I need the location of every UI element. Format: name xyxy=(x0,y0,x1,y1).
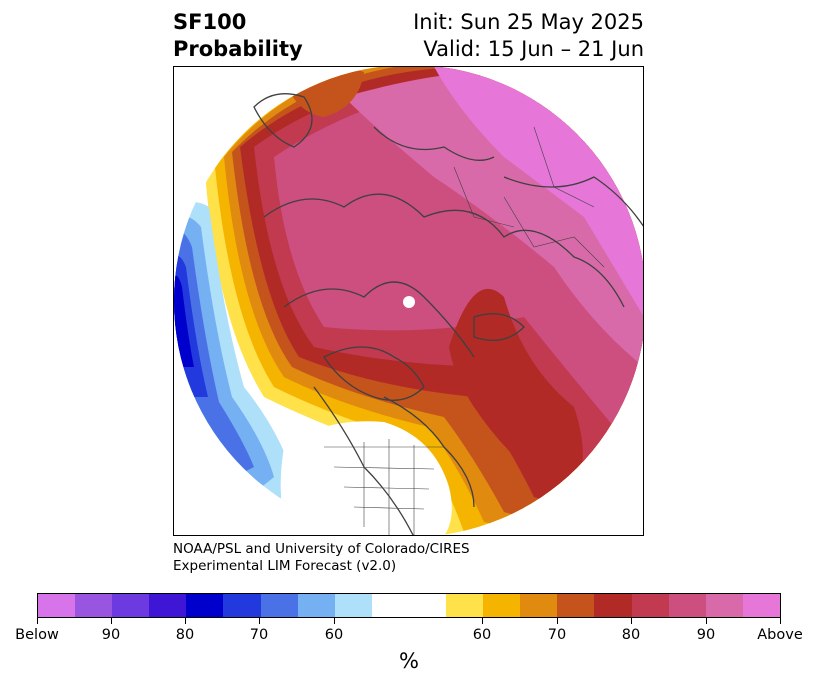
colorbar-tick xyxy=(706,618,707,624)
colorbar-segment xyxy=(668,594,706,617)
forecast-dates: Init: Sun 25 May 2025 Valid: 15 Jun – 21… xyxy=(413,9,644,63)
colorbar-segment xyxy=(260,594,298,617)
border-line xyxy=(453,166,515,228)
colorbar-segment xyxy=(520,594,558,617)
colorbar-segment xyxy=(223,594,261,617)
colorbar-tick-label: Above xyxy=(757,627,803,643)
credit-line-2: Experimental LIM Forecast (v2.0) xyxy=(173,558,397,574)
polar-map xyxy=(173,66,644,536)
colorbar-tick-label: 60 xyxy=(324,627,344,643)
border-line xyxy=(533,126,595,208)
colorbar-segment xyxy=(557,594,595,617)
colorbar-tick-label: 80 xyxy=(175,627,195,643)
colorbar-tick xyxy=(334,618,335,624)
colorbar-segment xyxy=(742,594,780,617)
colorbar-segment xyxy=(75,594,113,617)
colorbar-tick xyxy=(185,618,186,624)
title-line-2: Probability xyxy=(173,37,303,61)
coastline xyxy=(503,176,643,227)
colorbar-segment xyxy=(446,594,484,617)
border-line xyxy=(343,486,430,490)
colorbar-tick xyxy=(482,618,483,624)
colorbar-tick-label: 60 xyxy=(472,627,492,643)
colorbar-tick xyxy=(37,618,38,624)
coastline xyxy=(323,346,425,401)
colorbar-tick-label: Below xyxy=(15,627,59,643)
colorbar-segment xyxy=(38,594,76,617)
init-date: Init: Sun 25 May 2025 xyxy=(413,10,644,34)
valid-range: Valid: 15 Jun – 21 Jun xyxy=(423,37,644,61)
colorbar-tick xyxy=(259,618,260,624)
colorbar-tick-label: 70 xyxy=(249,627,269,643)
colorbar-tick-label: 90 xyxy=(101,627,121,643)
colorbar-tick xyxy=(111,618,112,624)
colorbar-segment xyxy=(334,594,372,617)
colorbar-segment xyxy=(297,594,335,617)
political-borders xyxy=(324,126,605,535)
coastline xyxy=(283,281,475,358)
colorbar-segment xyxy=(371,594,447,617)
colorbar-segment xyxy=(631,594,669,617)
map-svg xyxy=(174,67,643,535)
coastline xyxy=(373,126,495,161)
colorbar-segment xyxy=(149,594,187,617)
map-title: SF100 Probability xyxy=(173,9,303,63)
colorbar-tick xyxy=(631,618,632,624)
colorbar-segment xyxy=(594,594,632,617)
border-line xyxy=(503,196,605,268)
colorbar-segment xyxy=(705,594,743,617)
prob-band-neutral xyxy=(280,421,452,535)
colorbar-tick xyxy=(557,618,558,624)
colorbar-tick-label: 90 xyxy=(696,627,716,643)
colorbar-tick-label: 80 xyxy=(621,627,641,643)
colorbar-segment xyxy=(483,594,521,617)
pole-hole xyxy=(403,296,415,308)
border-line xyxy=(333,466,435,470)
colorbar xyxy=(37,593,781,618)
coastline xyxy=(473,313,525,341)
prob-band-c80 xyxy=(174,275,194,367)
colorbar-tick xyxy=(780,618,781,624)
coastline xyxy=(253,93,313,148)
colorbar-segment xyxy=(186,594,224,617)
colorbar-segment xyxy=(112,594,150,617)
colorbar-unit: % xyxy=(399,649,419,673)
coastline xyxy=(263,193,625,308)
credit: NOAA/PSL and University of Colorado/CIRE… xyxy=(173,541,470,575)
title-line-1: SF100 xyxy=(173,10,247,34)
credit-line-1: NOAA/PSL and University of Colorado/CIRE… xyxy=(173,541,470,557)
colorbar-tick-label: 70 xyxy=(547,627,567,643)
prob-band-w75b xyxy=(449,288,583,497)
